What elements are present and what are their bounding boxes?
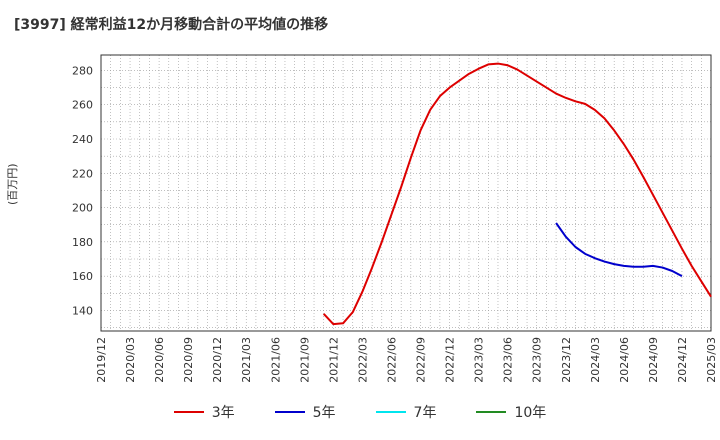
legend-item-2: 7年 [375, 402, 437, 422]
legend-label: 10年 [514, 405, 547, 421]
x-tick-label: 2024/09 [647, 337, 660, 383]
x-tick-label: 2020/06 [153, 337, 166, 383]
legend-item-3: 10年 [476, 402, 546, 422]
legend-item-1: 5年 [274, 402, 336, 422]
x-tick-label: 2021/09 [298, 337, 311, 383]
x-tick-label: 2021/03 [240, 337, 253, 383]
x-tick-label: 2020/09 [182, 337, 195, 383]
legend-label: 3年 [211, 405, 235, 421]
x-tick-label: 2021/06 [269, 337, 282, 383]
series-line-0 [322, 62, 712, 326]
x-tick-label: 2024/12 [676, 337, 689, 383]
x-tick-label: 2023/06 [502, 337, 515, 383]
y-tick-label: 280 [72, 64, 93, 77]
y-tick-label: 240 [72, 133, 93, 146]
x-tick-label: 2025/03 [705, 337, 718, 383]
x-tick-label: 2024/06 [618, 337, 631, 383]
legend-swatch [375, 411, 406, 413]
y-tick-label: 220 [72, 167, 93, 180]
legend-swatch [476, 411, 507, 413]
x-tick-label: 2022/03 [356, 337, 369, 383]
plot-frame [100, 54, 712, 332]
chart-title: [3997] 経常利益12か月移動合計の平均値の推移 [14, 17, 329, 33]
legend-label: 7年 [413, 405, 437, 421]
x-tick-label: 2023/03 [473, 337, 486, 383]
x-tick-label: 2024/03 [589, 337, 602, 383]
legend-swatch [274, 411, 305, 413]
y-tick-label: 160 [72, 270, 93, 283]
series-line-1 [555, 222, 683, 278]
legend-swatch [173, 411, 204, 413]
x-tick-label: 2023/09 [531, 337, 544, 383]
x-tick-label: 2022/06 [385, 337, 398, 383]
legend-label: 5年 [312, 405, 336, 421]
y-tick-label: 180 [72, 236, 93, 249]
y-tick-label: 140 [72, 304, 93, 317]
chart-legend: 3年 5年 7年 10年 [0, 402, 720, 422]
x-tick-label: 2020/03 [124, 337, 137, 383]
x-tick-label: 2020/12 [211, 337, 224, 383]
x-tick-label: 2023/12 [560, 337, 573, 383]
y-tick-label: 200 [72, 202, 93, 215]
x-tick-label: 2019/12 [95, 337, 108, 383]
plot-area [101, 55, 711, 331]
x-tick-label: 2022/09 [415, 337, 428, 383]
legend-item-0: 3年 [173, 402, 235, 422]
x-tick-label: 2021/12 [327, 337, 340, 383]
x-tick-label: 2022/12 [444, 337, 457, 383]
y-tick-label: 260 [72, 99, 93, 112]
